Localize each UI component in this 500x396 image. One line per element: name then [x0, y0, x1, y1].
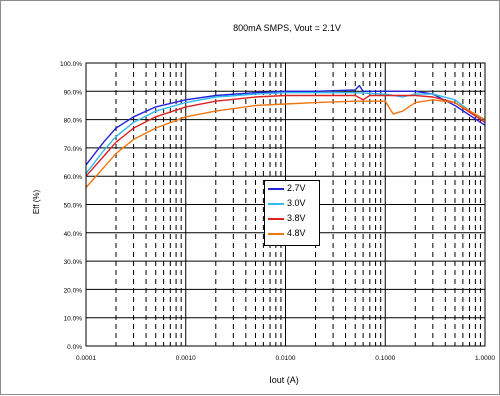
y-tick-label: 50.0% [64, 203, 83, 210]
y-axis-label: Eff (%) [32, 190, 41, 215]
legend-item-3-0v: 3.0V [265, 196, 319, 211]
series-line-3-8v [85, 94, 486, 177]
legend-item-2-7v: 2.7V [265, 181, 319, 196]
y-tick-label: 60.0% [64, 174, 83, 181]
legend-label-4-8v: 4.8V [287, 228, 306, 238]
chart-title: 800mA SMPS, Vout = 2.1V [233, 23, 341, 33]
legend-swatch-4-8v [268, 233, 284, 235]
x-tick-label: 0.0001 [76, 355, 96, 362]
series-line-2-7v [85, 84, 486, 166]
x-tick-label: 0.1000 [375, 355, 395, 362]
tick-labels: 0.0% 10.0% 20.0% 30.0% 40.0% 50.0% 60.0% 70.0% 8… [60, 61, 495, 362]
y-tick-label: 0.0% [67, 344, 82, 351]
legend-label-3-8v: 3.8V [287, 213, 306, 223]
x-tick-label: 1.0000 [475, 355, 495, 362]
y-tick-label: 20.0% [64, 287, 83, 294]
legend-swatch-2-7v [268, 188, 284, 190]
x-tick-label: 0.0010 [176, 355, 196, 362]
legend-item-3-8v: 3.8V [265, 211, 319, 226]
x-tick-label: 0.0100 [276, 355, 296, 362]
legend-label-2-7v: 2.7V [287, 183, 306, 193]
y-tick-label: 80.0% [64, 118, 83, 125]
legend-swatch-3-0v [268, 203, 284, 205]
y-tick-label: 40.0% [64, 231, 83, 238]
legend-swatch-3-8v [268, 218, 284, 220]
y-tick-label: 90.0% [64, 89, 83, 96]
plot-border [85, 62, 486, 347]
series-group [85, 84, 486, 188]
legend: 2.7V 3.0V 3.8V 4.8V [264, 180, 320, 246]
y-tick-label: 10.0% [64, 316, 83, 323]
y-tick-label: 100.0% [60, 61, 82, 68]
series-line-4-8v [85, 99, 486, 188]
grid-minor [115, 63, 481, 346]
series-line-3-0v [85, 91, 486, 174]
legend-label-3-0v: 3.0V [287, 198, 306, 208]
legend-item-4-8v: 4.8V [265, 226, 319, 241]
y-tick-label: 30.0% [64, 259, 83, 266]
x-axis-label: Iout (A) [269, 375, 299, 385]
y-tick-label: 70.0% [64, 146, 83, 153]
